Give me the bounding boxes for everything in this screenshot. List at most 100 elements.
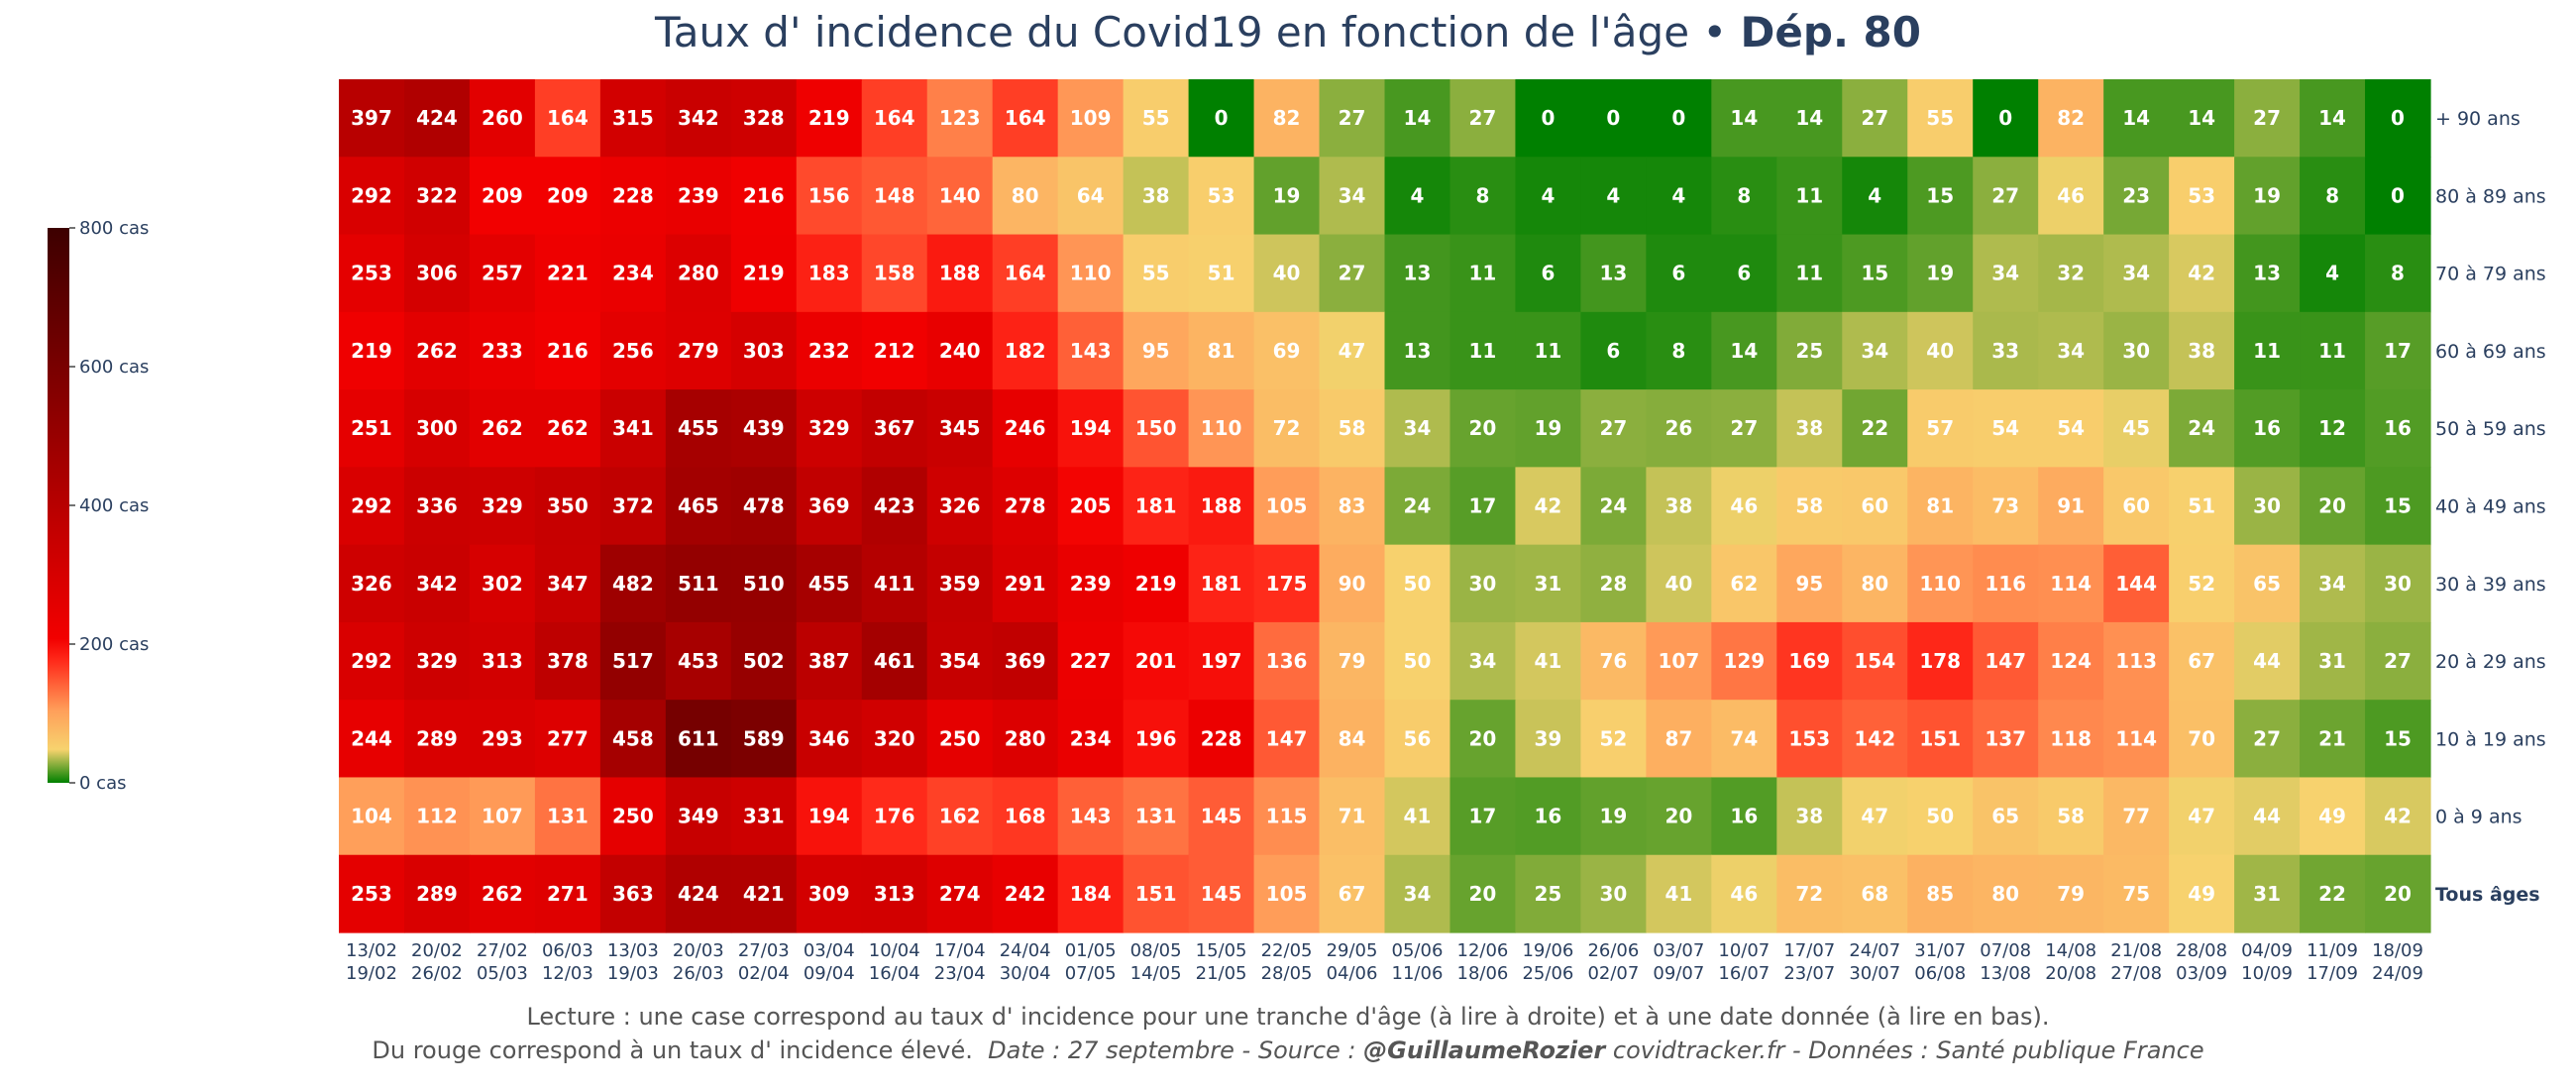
cell-value-label: 182 — [1005, 339, 1046, 363]
cell-value-label: 151 — [1919, 726, 1961, 750]
cell-value-label: 455 — [808, 572, 850, 596]
heatmap-cell — [796, 79, 863, 158]
heatmap-cell — [926, 311, 994, 390]
cell-value-label: 209 — [547, 183, 589, 207]
heatmap-cell — [665, 234, 732, 313]
cell-value-label: 16 — [2253, 416, 2281, 440]
x-tick-label-start: 12/06 — [1457, 940, 1509, 961]
heatmap-cell — [2038, 234, 2104, 313]
x-tick-label-start: 03/04 — [804, 940, 855, 961]
x-tick-label-end: 02/04 — [738, 963, 790, 984]
cell-value-label: 162 — [939, 805, 981, 828]
heatmap-cell — [1973, 311, 2039, 390]
heatmap-cell — [1580, 854, 1647, 933]
heatmap-cell — [992, 157, 1059, 236]
heatmap-cell — [926, 544, 994, 623]
cell-value-label: 40 — [1664, 572, 1692, 596]
heatmap-cell — [861, 467, 928, 546]
cell-value-label: 342 — [416, 572, 458, 596]
heatmap-cell — [1907, 311, 1974, 390]
heatmap-cell — [1319, 777, 1386, 856]
heatmap-cell — [534, 854, 601, 933]
cell-value-label: 256 — [612, 339, 654, 363]
cell-value-label: 8 — [1671, 339, 1685, 363]
y-tick-label: 80 à 89 ans — [2435, 185, 2546, 207]
heatmap-cell — [1711, 777, 1777, 856]
heatmap-cell — [1253, 700, 1321, 779]
heatmap-cell — [1580, 467, 1647, 546]
heatmap-cell — [1057, 79, 1125, 158]
cell-value-label: 74 — [1730, 726, 1758, 750]
cell-value-label: 482 — [612, 572, 654, 596]
cell-value-label: 51 — [2188, 494, 2215, 518]
cell-value-label: 69 — [1273, 339, 1301, 363]
heatmap-cell — [2038, 621, 2104, 701]
cell-value-label: 0 — [1671, 106, 1685, 130]
heatmap-cell — [1123, 389, 1190, 468]
cell-value-label: 233 — [482, 339, 523, 363]
heatmap-cell — [599, 544, 667, 623]
cell-value-label: 129 — [1723, 649, 1765, 673]
cell-value-label: 20 — [2384, 882, 2412, 906]
heatmap-cell — [1449, 389, 1517, 468]
cell-value-label: 80 — [1012, 183, 1039, 207]
cell-value-label: 34 — [2318, 572, 2346, 596]
x-tick-label-start: 27/02 — [477, 940, 528, 961]
cell-value-label: 0 — [1215, 106, 1229, 130]
x-tick-label-end: 06/08 — [1914, 963, 1966, 984]
cell-value-label: 278 — [1005, 494, 1046, 518]
heatmap-cell — [2365, 467, 2431, 546]
cell-value-label: 511 — [678, 572, 719, 596]
cell-value-label: 143 — [1070, 805, 1112, 828]
heatmap-cell — [1907, 544, 1974, 623]
heatmap-cell — [1188, 157, 1255, 236]
cell-value-label: 40 — [1273, 262, 1301, 285]
cell-value-label: 68 — [1861, 882, 1888, 906]
heatmap-cell — [534, 234, 601, 313]
heatmap-cell — [1776, 854, 1843, 933]
heatmap-cell — [1646, 311, 1712, 390]
heatmap-cell — [1711, 700, 1777, 779]
heatmap-cell — [992, 389, 1059, 468]
cell-value-label: 194 — [808, 805, 850, 828]
cell-value-label: 11 — [2253, 339, 2281, 363]
heatmap-cell — [1319, 157, 1386, 236]
heatmap-cell — [2103, 467, 2170, 546]
cell-value-label: 42 — [1534, 494, 1561, 518]
heatmap-cell — [1123, 621, 1190, 701]
heatmap-cell — [992, 234, 1059, 313]
footer-color-note: Du rouge correspond à un taux d' inciden… — [372, 1036, 973, 1064]
cell-value-label: 52 — [1599, 726, 1627, 750]
cell-value-label: 322 — [416, 183, 458, 207]
cell-value-label: 55 — [1926, 106, 1954, 130]
cell-value-label: 219 — [351, 339, 392, 363]
heatmap-cell — [339, 621, 405, 701]
cell-value-label: 8 — [2325, 183, 2339, 207]
cell-value-label: 164 — [547, 106, 589, 130]
heatmap-cell — [2365, 157, 2431, 236]
cell-value-label: 14 — [1730, 339, 1758, 363]
heatmap-cell — [1646, 777, 1712, 856]
cell-value-label: 153 — [1788, 726, 1830, 750]
cell-value-label: 13 — [2253, 262, 2281, 285]
heatmap-cell — [1711, 311, 1777, 390]
heatmap-cell — [1449, 79, 1517, 158]
heatmap-cell — [1253, 389, 1321, 468]
cell-value-label: 175 — [1266, 572, 1308, 596]
footer-reading-note: Lecture : une case correspond au taux d'… — [526, 1003, 2050, 1031]
heatmap-cell — [534, 79, 601, 158]
x-tick-label-end: 30/04 — [1000, 963, 1051, 984]
cell-value-label: 55 — [1142, 262, 1170, 285]
heatmap-cell — [1188, 79, 1255, 158]
cell-value-label: 27 — [1861, 106, 1888, 130]
y-tick-label: 40 à 49 ans — [2435, 496, 2546, 518]
heatmap-cell — [730, 621, 798, 701]
cell-value-label: 34 — [1404, 416, 1432, 440]
x-tick-label-end: 28/05 — [1261, 963, 1313, 984]
cell-value-label: 329 — [482, 494, 523, 518]
heatmap-cell — [2038, 700, 2104, 779]
heatmap-cell — [1580, 389, 1647, 468]
cell-value-label: 15 — [2384, 494, 2412, 518]
heatmap-cell — [1515, 157, 1582, 236]
